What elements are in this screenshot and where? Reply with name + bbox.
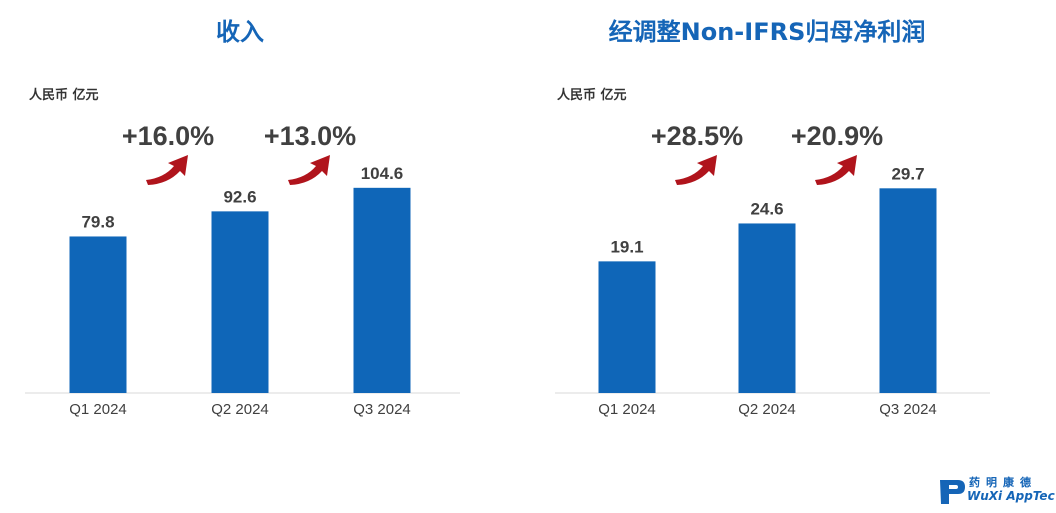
- profit-bar-2: [738, 223, 796, 393]
- profit-bar-1: [598, 261, 656, 393]
- logo-text-cn: 药明康德: [969, 476, 1037, 489]
- profit-tick-label-1: Q1 2024: [598, 401, 656, 418]
- revenue-growth-arrow-icon-1: [146, 155, 188, 185]
- revenue-growth-label-1: +16.0%: [122, 121, 214, 151]
- revenue-tick-label-3: Q3 2024: [353, 401, 411, 418]
- profit-bar-3: [879, 188, 937, 393]
- profit-unit-label: 人民币 亿元: [557, 88, 627, 103]
- revenue-bar-3: [353, 187, 411, 393]
- logo-text-en: WuXi AppTec: [967, 489, 1055, 503]
- revenue-unit-label: 人民币 亿元: [29, 88, 99, 103]
- revenue-bar-2: [211, 211, 269, 393]
- profit-value-label-3: 29.7: [891, 164, 924, 183]
- profit-growth-label-2: +20.9%: [791, 121, 883, 151]
- revenue-tick-label-1: Q1 2024: [69, 401, 127, 418]
- profit-growth-label-1: +28.5%: [651, 121, 743, 151]
- profit-value-label-1: 19.1: [610, 237, 643, 256]
- profit-value-label-2: 24.6: [750, 199, 783, 218]
- revenue-chart-title: 收入: [216, 18, 264, 46]
- revenue-tick-label-2: Q2 2024: [211, 401, 269, 418]
- revenue-value-label-3: 104.6: [361, 164, 404, 183]
- revenue-value-label-2: 92.6: [223, 187, 256, 206]
- revenue-growth-arrow-icon-2: [288, 155, 330, 185]
- revenue-value-label-1: 79.8: [81, 212, 114, 231]
- revenue-growth-label-2: +13.0%: [264, 121, 356, 151]
- company-logo: 药明康德 WuXi AppTec: [938, 474, 1055, 508]
- revenue-bar-1: [69, 236, 127, 393]
- profit-tick-label-2: Q2 2024: [738, 401, 796, 418]
- profit-tick-label-3: Q3 2024: [879, 401, 937, 418]
- logo-mark-icon: [940, 480, 965, 504]
- profit-growth-arrow-icon-1: [675, 155, 717, 185]
- profit-growth-arrow-icon-2: [815, 155, 857, 185]
- profit-chart-title: 经调整Non-IFRS归母净利润: [608, 18, 926, 46]
